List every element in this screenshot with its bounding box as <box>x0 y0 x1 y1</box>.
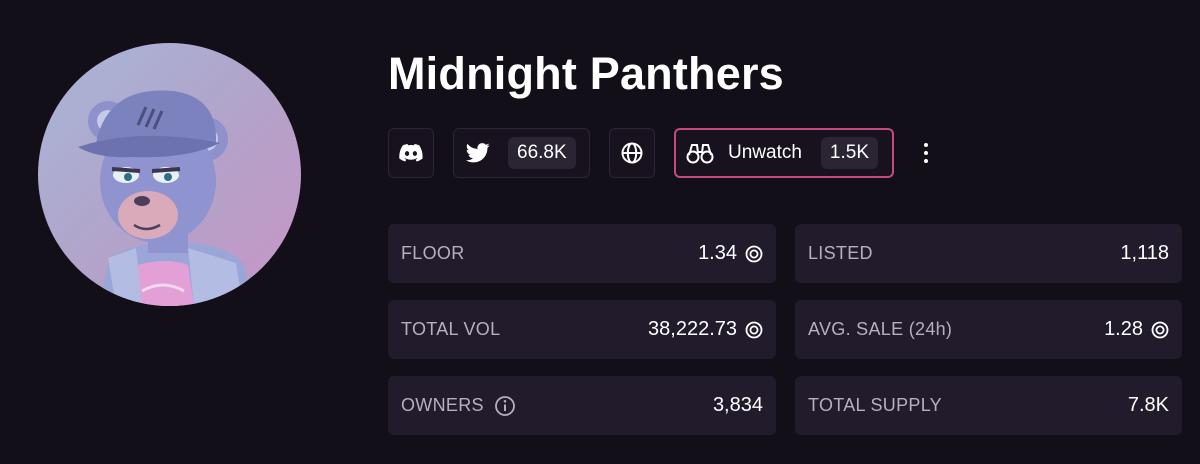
twitter-followers-count: 66.8K <box>508 137 576 169</box>
stat-total-vol-label: TOTAL VOL <box>401 319 501 339</box>
twitter-button[interactable]: 66.8K <box>453 128 590 178</box>
stat-listed-value: 1,118 <box>1120 242 1169 264</box>
sol-coin-icon <box>1151 321 1169 338</box>
info-icon[interactable] <box>494 395 516 417</box>
more-vertical-icon <box>924 143 928 147</box>
more-options-button[interactable] <box>915 139 937 167</box>
twitter-icon <box>466 143 490 163</box>
stat-total-supply-label: TOTAL SUPPLY <box>808 395 942 415</box>
stat-total-vol: TOTAL VOL 38,222.73 <box>388 300 776 359</box>
stat-avg-sale-label: AVG. SALE (24h) <box>808 319 953 339</box>
discord-icon <box>399 144 423 162</box>
unwatch-button[interactable]: Unwatch 1.5K <box>674 128 894 178</box>
discord-button[interactable] <box>388 128 434 178</box>
stat-owners: OWNERS 3,834 <box>388 376 776 435</box>
stat-listed-label: LISTED <box>808 243 873 263</box>
panther-avatar-illustration <box>78 90 256 306</box>
binoculars-icon <box>686 144 714 164</box>
stat-floor-value: 1.34 <box>698 242 737 264</box>
stat-total-vol-value: 38,222.73 <box>648 318 737 340</box>
stat-owners-value: 3,834 <box>712 394 763 416</box>
stat-avg-sale-value: 1.28 <box>1104 318 1143 340</box>
collection-title: Midnight Panthers <box>388 48 784 99</box>
stat-avg-sale: AVG. SALE (24h) 1.28 <box>795 300 1182 359</box>
sol-coin-icon <box>745 321 763 338</box>
unwatch-label: Unwatch <box>728 142 802 163</box>
stat-floor: FLOOR 1.34 <box>388 224 776 283</box>
stat-floor-label: FLOOR <box>401 243 465 263</box>
collection-avatar <box>38 43 301 306</box>
sol-coin-icon <box>745 245 763 262</box>
stat-listed: LISTED 1,118 <box>795 224 1182 283</box>
website-button[interactable] <box>609 128 655 178</box>
stat-total-supply: TOTAL SUPPLY 7.8K <box>795 376 1182 435</box>
globe-icon <box>621 142 643 164</box>
stat-owners-label: OWNERS <box>401 395 484 415</box>
stat-total-supply-value: 7.8K <box>1127 394 1169 416</box>
watchers-count: 1.5K <box>820 137 879 169</box>
